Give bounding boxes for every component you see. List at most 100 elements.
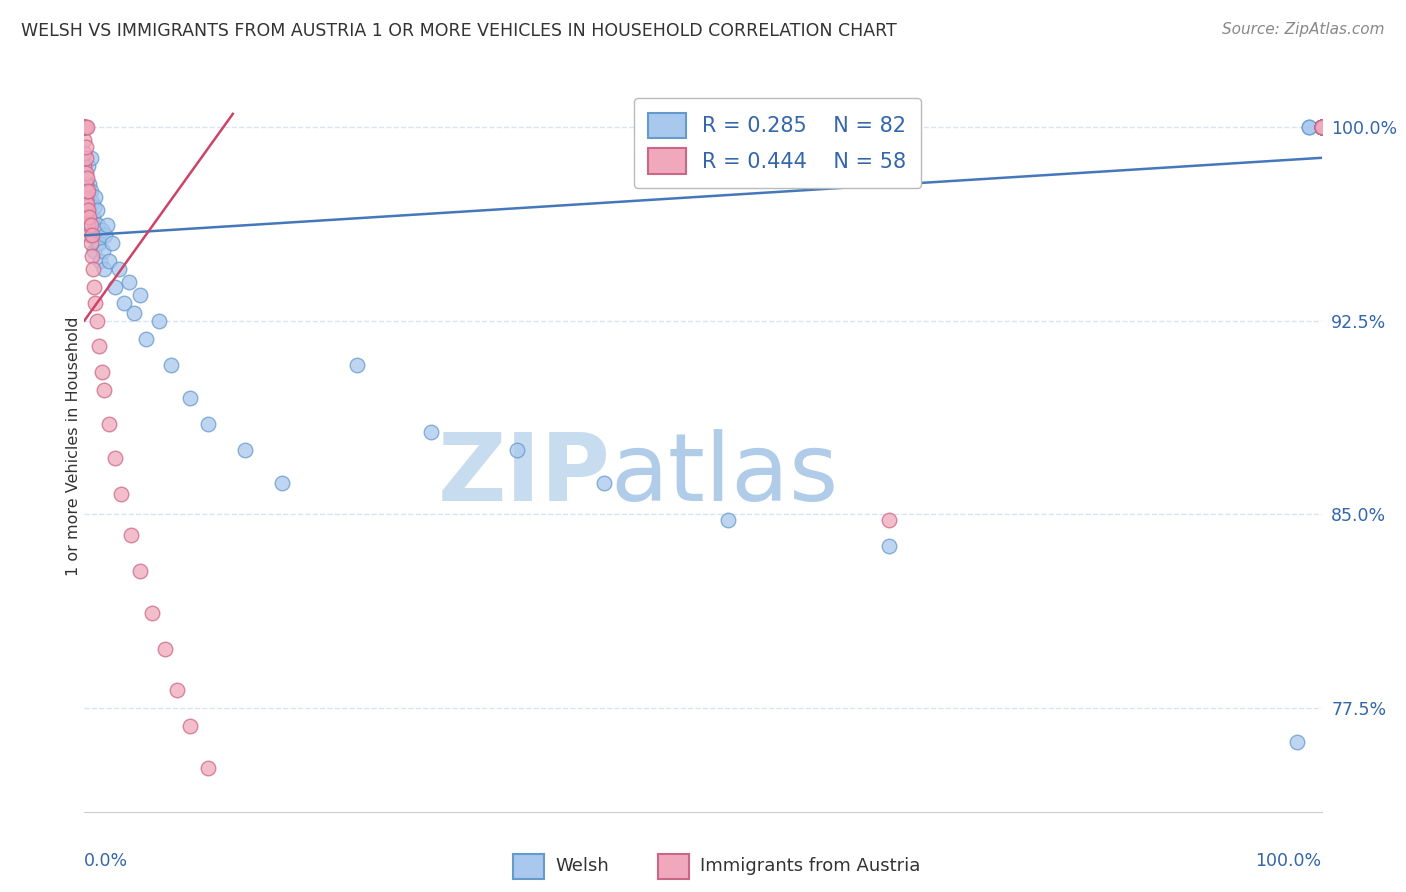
- Point: [1310, 120, 1333, 134]
- Point: [76, 120, 98, 134]
- Text: 0.0%: 0.0%: [84, 852, 128, 870]
- Text: atlas: atlas: [610, 429, 838, 521]
- Point: [82, 262, 104, 277]
- Point: [1298, 120, 1320, 134]
- Point: [73, 120, 96, 134]
- Y-axis label: 1 or more Vehicles in Household: 1 or more Vehicles in Household: [66, 317, 80, 575]
- Point: [100, 236, 122, 251]
- Point: [79, 211, 101, 225]
- Point: [80, 194, 103, 209]
- Point: [1310, 120, 1333, 134]
- Point: [1310, 120, 1333, 134]
- Point: [76, 211, 98, 225]
- Point: [179, 391, 201, 405]
- Point: [1310, 120, 1333, 134]
- Point: [89, 339, 111, 353]
- Point: [1310, 120, 1333, 134]
- Point: [79, 185, 101, 199]
- Point: [1310, 120, 1333, 134]
- Point: [1310, 120, 1333, 134]
- Point: [96, 218, 118, 232]
- Point: [87, 218, 110, 232]
- Text: Source: ZipAtlas.com: Source: ZipAtlas.com: [1222, 22, 1385, 37]
- Point: [1310, 120, 1333, 134]
- Point: [1310, 120, 1333, 134]
- Point: [84, 223, 107, 237]
- Point: [1310, 120, 1333, 134]
- Point: [75, 120, 97, 134]
- Point: [1310, 120, 1333, 134]
- Point: [108, 262, 131, 277]
- Point: [75, 192, 97, 206]
- Point: [1310, 120, 1333, 134]
- Point: [877, 539, 900, 553]
- Point: [129, 565, 152, 579]
- Point: [75, 177, 97, 191]
- Point: [1310, 120, 1333, 134]
- Point: [90, 223, 112, 237]
- Point: [98, 254, 121, 268]
- Point: [129, 287, 152, 301]
- Point: [79, 236, 101, 251]
- Point: [1310, 120, 1333, 134]
- Point: [877, 513, 900, 527]
- Point: [1310, 120, 1333, 134]
- Point: [1310, 120, 1333, 134]
- Point: [1285, 735, 1308, 749]
- Point: [122, 306, 145, 320]
- Point: [73, 145, 96, 160]
- Point: [1310, 120, 1333, 134]
- Point: [1310, 120, 1333, 134]
- Point: [1310, 120, 1333, 134]
- Point: [1310, 120, 1333, 134]
- Point: [77, 185, 100, 199]
- Point: [1310, 120, 1333, 134]
- Point: [179, 719, 201, 733]
- Point: [1310, 120, 1333, 134]
- Point: [93, 262, 115, 277]
- Point: [1310, 120, 1333, 134]
- Point: [148, 313, 170, 327]
- Point: [419, 425, 441, 439]
- Point: [1310, 120, 1333, 134]
- Point: [89, 254, 111, 268]
- Point: [79, 202, 101, 217]
- Point: [75, 166, 97, 180]
- Text: Welsh: Welsh: [555, 857, 609, 875]
- Point: [197, 761, 219, 775]
- Point: [1310, 120, 1333, 134]
- Point: [1310, 120, 1333, 134]
- Point: [73, 120, 96, 134]
- Point: [77, 202, 100, 217]
- Point: [717, 513, 740, 527]
- Point: [593, 476, 616, 491]
- Point: [1310, 120, 1333, 134]
- Point: [1310, 120, 1333, 134]
- Point: [79, 151, 101, 165]
- Point: [73, 120, 96, 134]
- Point: [153, 641, 176, 656]
- Point: [1310, 120, 1333, 134]
- Point: [233, 442, 256, 457]
- Point: [271, 476, 294, 491]
- Point: [90, 365, 112, 379]
- Point: [75, 202, 97, 217]
- Point: [98, 417, 121, 431]
- Point: [1310, 120, 1333, 134]
- Point: [84, 295, 107, 310]
- Point: [83, 244, 105, 258]
- Point: [1310, 120, 1333, 134]
- Point: [135, 332, 157, 346]
- Point: [73, 120, 96, 134]
- Point: [1310, 120, 1333, 134]
- Point: [89, 236, 111, 251]
- Point: [1310, 120, 1333, 134]
- Point: [118, 275, 141, 289]
- Point: [75, 151, 97, 165]
- Point: [1310, 120, 1333, 134]
- Point: [73, 185, 96, 199]
- Point: [82, 211, 104, 225]
- Point: [197, 417, 219, 431]
- Point: [80, 249, 103, 263]
- Point: [77, 192, 100, 206]
